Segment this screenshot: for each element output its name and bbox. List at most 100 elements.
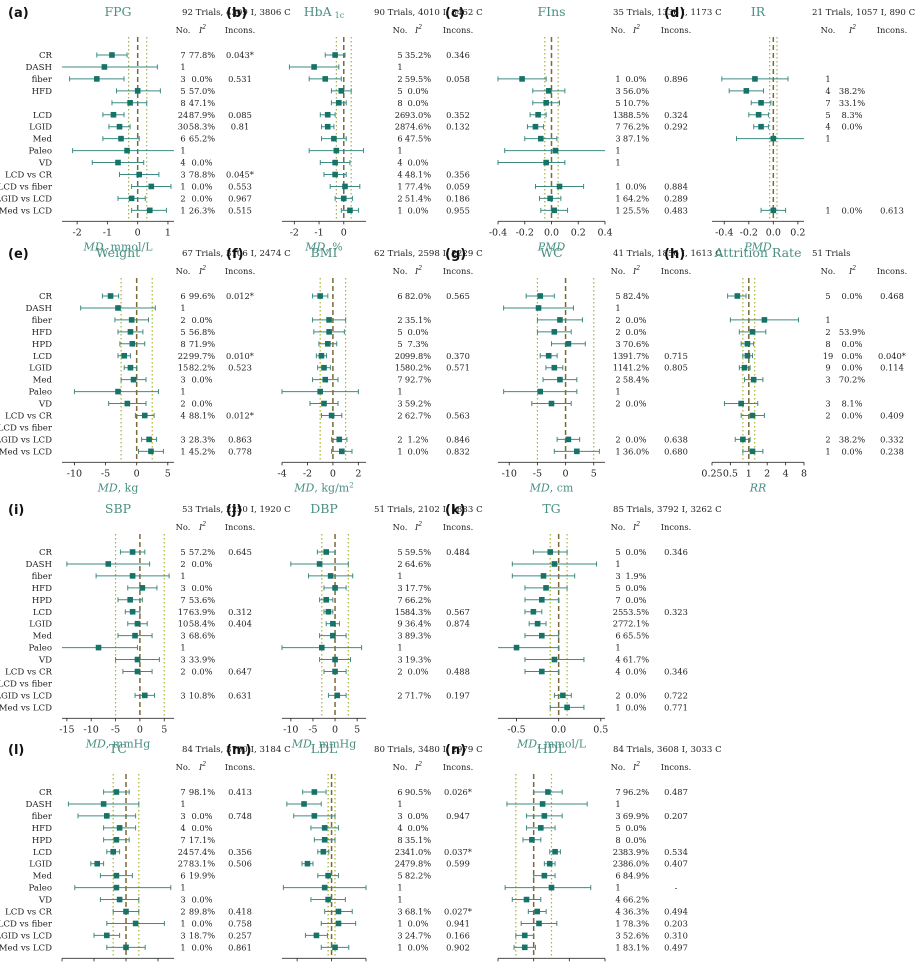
cell-no: 15 [395,607,406,617]
cell-i2: 57.0% [189,86,215,96]
cell-no: 6 [180,871,185,881]
cell-incons: 0.356 [228,847,252,857]
cell-no: 5 [397,547,402,557]
row-label: LCD vs CR [5,668,52,678]
point-estimate [301,801,307,807]
cell-no: 1 [615,193,620,203]
x-tick-label: -2 [303,468,312,479]
cell-incons: 0.863 [228,434,252,444]
cell-no: 1 [397,387,402,397]
point-estimate [539,632,545,639]
x-tick-label: -0.4 [715,227,733,238]
row-label: VD [38,896,52,906]
cell-i2: 56.0% [623,86,649,96]
x-tick-label: 2 [764,468,770,479]
point-estimate [325,608,332,615]
panel-TC: (l) TC 84 Trials, 3700 I, 3184 C No. I2 Incon… [0,741,291,962]
panel-title: BMI [311,245,338,260]
cell-no: 2 [397,559,402,569]
cell-no: 3 [615,134,620,144]
cell-no: 3 [397,907,402,917]
cell-i2: 0.0% [841,339,862,349]
cell-no: 8 [615,835,620,845]
header-i2: I2 [632,761,640,772]
header-i2: I2 [198,521,206,532]
point-estimate [565,436,572,443]
panel-info: 84 Trials, 3608 I, 3033 C [613,745,722,755]
header-i2-sup: 2 [201,265,206,272]
cell-i2: 65.5% [623,631,649,641]
cell-no: 10 [178,619,189,629]
panel-letter: (h) [664,247,685,262]
point-estimate [116,896,123,903]
row-label: Med [33,632,53,642]
cell-incons: 0.571 [446,363,470,373]
row-label: LCD vs fiber [0,423,53,433]
cell-incons: 0.026* [444,787,473,797]
cell-incons: 0.346 [446,50,470,60]
point-estimate [332,656,338,663]
point-estimate [107,293,114,299]
cell-no: 4 [180,823,185,833]
point-estimate [326,329,332,335]
header-i2-sup: 2 [635,24,640,31]
cell-no: 1 [180,643,185,653]
cell-no: 1 [825,74,830,84]
point-estimate [311,789,318,795]
point-estimate [123,908,129,915]
cell-incons: 0.483 [664,205,688,215]
cell-incons: 0.324 [664,110,688,120]
cell-incons: 0.352 [446,110,470,120]
cell-incons: 0.010* [226,351,255,361]
cell-i2: 0.0% [625,434,646,444]
point-estimate [115,388,121,395]
x-tick-label: 0 [341,227,347,238]
point-estimate [129,573,136,579]
panel-title: SBP [105,501,131,516]
point-estimate [744,352,751,359]
cell-no: 1 [825,315,830,325]
cell-no: 15 [178,363,189,373]
panel-info: 51 Trials [812,249,851,259]
row-label: LCD [33,111,52,121]
cell-no: 3 [180,375,185,385]
cell-i2: 0.0% [191,181,212,191]
point-estimate [321,837,328,843]
cell-i2: 0.0% [191,399,212,409]
cell-i2: 0.0% [407,158,428,168]
x-tick-label: 1 [746,468,752,479]
point-estimate [543,585,549,591]
cell-no: 4 [397,158,402,168]
cell-no: 5 [180,547,185,557]
cell-no: 1 [615,702,620,712]
cell-incons: 0.114 [880,363,904,373]
x-axis-label: RR [749,481,767,494]
cell-incons: 0.645 [228,547,252,557]
row-label: Med [33,135,53,145]
cell-no: 3 [180,690,185,700]
point-estimate [738,400,744,407]
x-tick-label: -10 [283,724,298,735]
row-label: VD [38,400,52,410]
cell-incons: 0.332 [880,434,904,444]
x-tick-label: 0.2 [571,227,586,238]
header-i2: I2 [414,24,422,35]
panel-title: Attrition Rate [714,245,802,260]
point-estimate [110,848,116,855]
cell-no: 8 [397,835,402,845]
cell-no: 3 [615,571,620,581]
cell-no: 1 [180,571,185,581]
point-estimate [127,100,133,106]
header-incons: Incons. [661,522,692,532]
cell-no: 4 [615,907,620,917]
x-tick-label: -0.5 [507,724,525,735]
point-estimate [134,88,141,94]
point-estimate [770,135,777,142]
point-estimate [749,412,756,419]
cell-incons: 0.346 [664,667,688,677]
cell-no: 1 [615,74,620,84]
cell-i2: 87.9% [189,110,215,120]
cell-i2: 19.9% [189,871,215,881]
cell-no: 5 [615,547,620,557]
point-estimate [560,692,566,699]
